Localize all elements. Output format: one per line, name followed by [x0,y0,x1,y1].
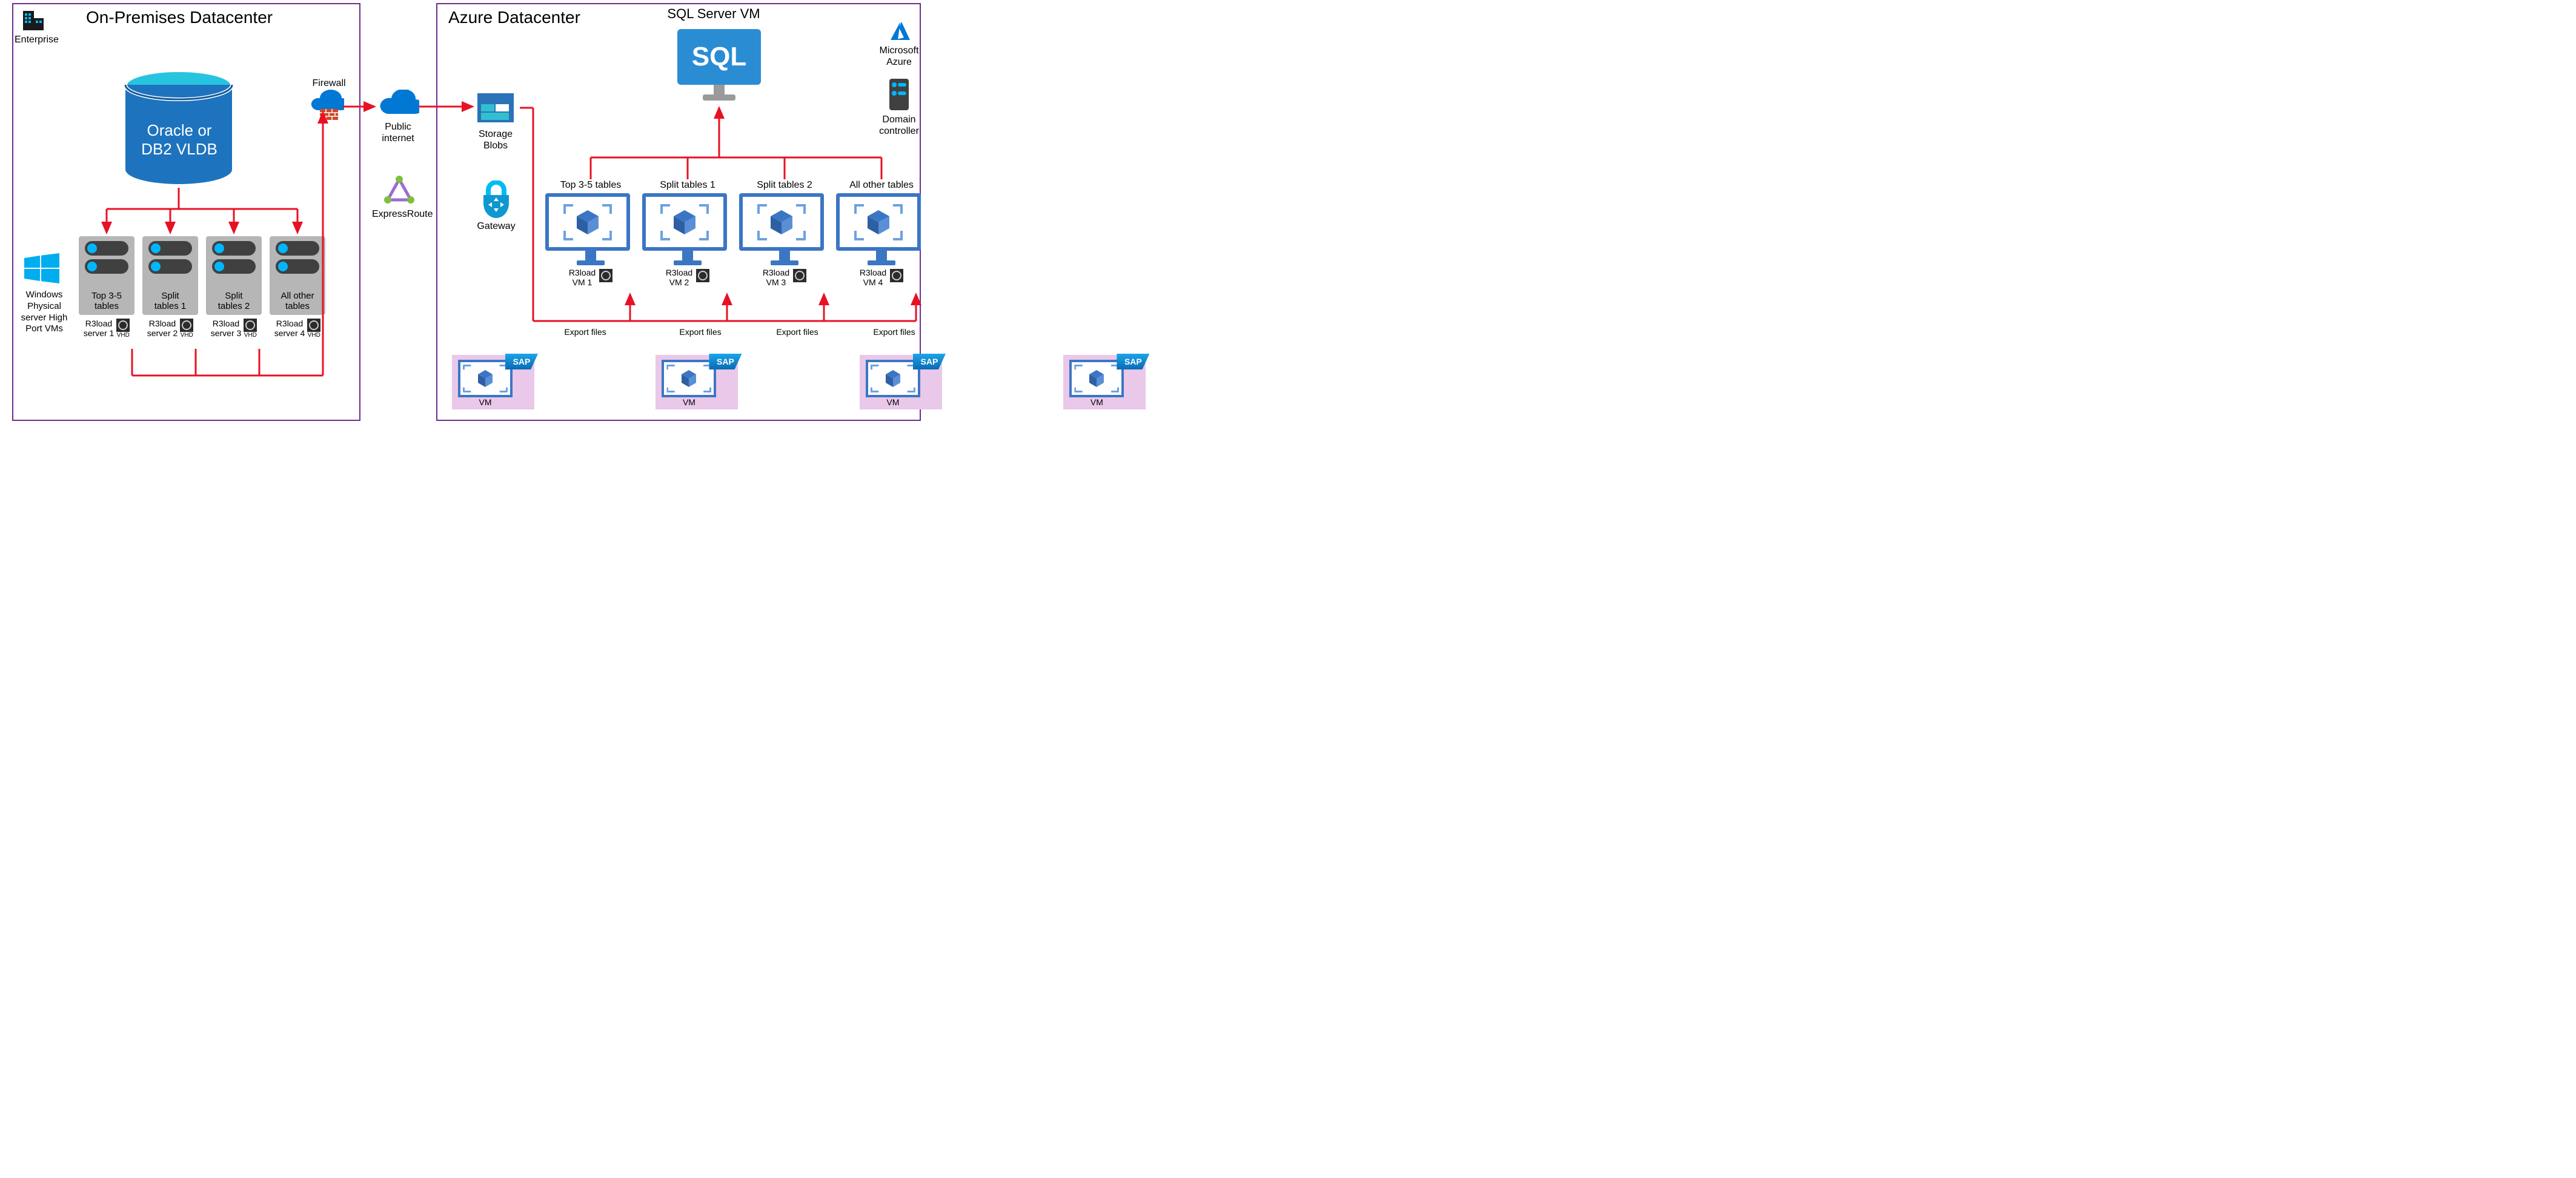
sql-title: SQL Server VM [665,6,762,22]
onprem-title: On-Premises Datacenter [86,8,273,27]
enterprise-label: Enterprise [15,34,53,45]
sap-vm-3: VM SAP [860,355,942,409]
sap-badge: SAP [505,354,538,369]
vhd-icon [244,319,257,332]
azure-logo-label: MicrosoftAzure [875,45,923,68]
export-2: Export files [670,327,731,337]
cloud-icon [377,90,419,122]
export-3: Export files [767,327,828,337]
sql-text: SQL [692,42,746,71]
vhd-icon [307,319,320,332]
sap-vm-2: VM SAP [656,355,738,409]
storage-label: StorageBlobs [473,128,519,151]
db-label-l2: DB2 VLDB [141,140,217,158]
azure-logo-icon [886,19,912,47]
gateway-icon [481,180,511,221]
gateway-label: Gateway [476,220,516,232]
azure-vm-4: All other tables R3loadVM 4 [836,179,927,287]
azure-title: Azure Datacenter [448,8,580,27]
db-label-l1: Oracle or [147,121,212,139]
export-4: Export files [864,327,925,337]
onprem-server-2: Splittables 1 R3loadserver 2 VHD [142,236,198,339]
firewall-icon [308,90,344,127]
sap-vm-1: VM SAP [452,355,534,409]
storage-blobs-icon [475,90,516,129]
onprem-server-1: Top 3-5tables R3loadserver 1 VHD [79,236,134,339]
domain-controller-icon [888,78,910,114]
database-label: Oracle or DB2 VLDB [131,121,228,159]
dc-label: Domaincontroller [875,114,923,137]
azure-vm-1: Top 3-5 tables R3loadVM 1 [545,179,636,287]
firewall-label: Firewall [308,78,350,89]
onprem-server-3: Splittables 2 R3loadserver 3 VHD [206,236,262,339]
vhd-icon [890,269,903,282]
sql-monitor-icon: SQL [674,25,765,107]
windows-label: Windows Physical server High Port VMs [18,290,70,335]
onprem-server-4: All othertables R3loadserver 4 VHD [270,236,325,339]
azure-vm-2: Split tables 1 R3loadVM 2 [642,179,733,287]
expressroute-label: ExpressRoute [372,208,428,220]
azure-vm-3: Split tables 2 R3loadVM 3 [739,179,830,287]
vhd-icon [696,269,709,282]
vhd-icon [599,269,612,282]
vhd-icon [793,269,806,282]
expressroute-icon [383,176,416,208]
vhd-icon [180,319,193,332]
internet-label: Publicinternet [377,121,419,144]
sap-vm-4: VM SAP [1063,355,1146,409]
enterprise-icon [21,8,47,36]
vhd-icon [116,319,130,332]
windows-icon [24,253,61,286]
export-1: Export files [555,327,616,337]
onprem-panel: On-Premises Datacenter [12,3,360,421]
